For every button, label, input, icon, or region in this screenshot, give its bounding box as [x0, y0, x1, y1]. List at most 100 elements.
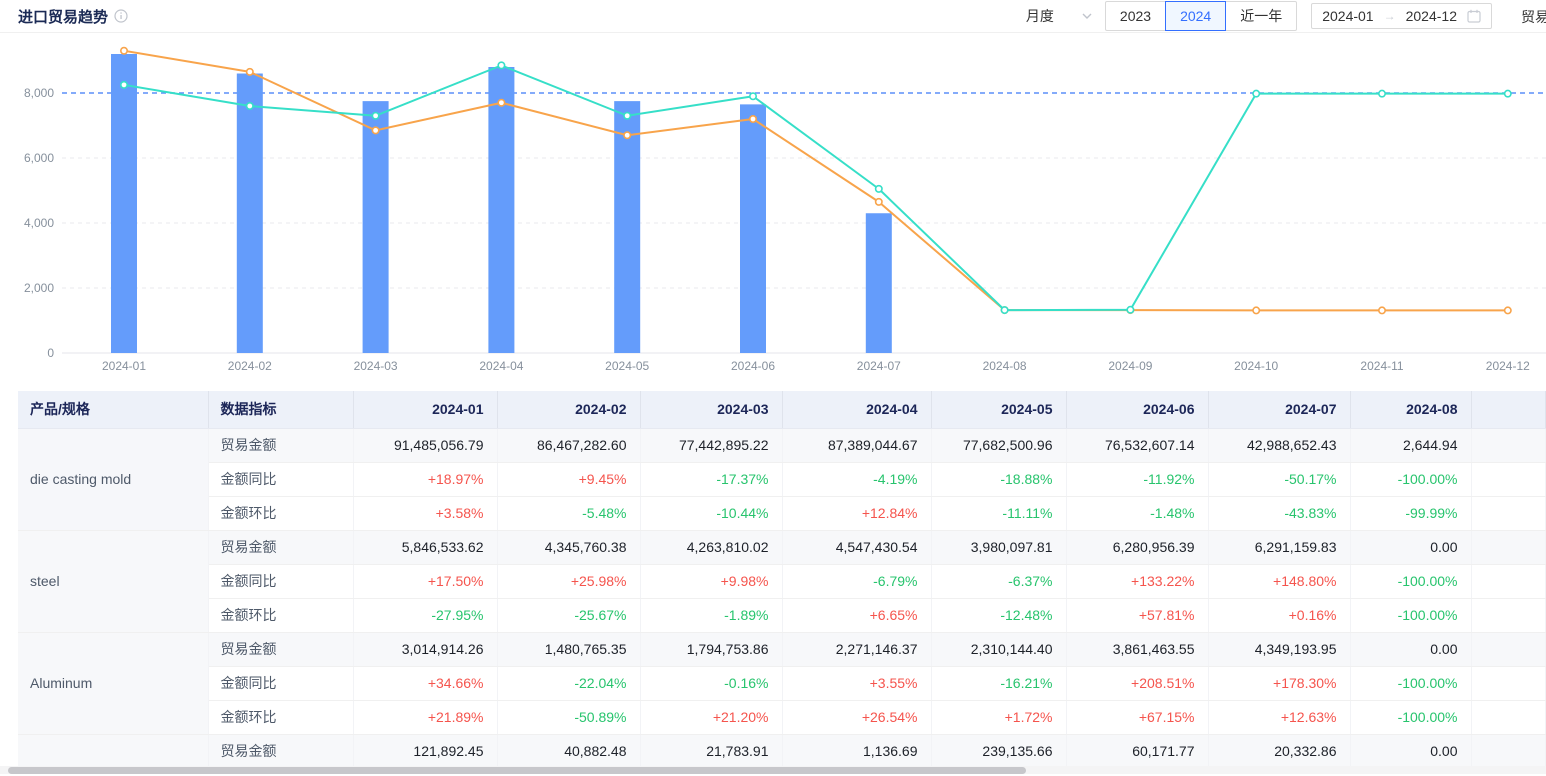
x-axis-label: 2024-12 [1486, 359, 1530, 373]
chart-point-cyan-line[interactable] [245, 102, 254, 111]
value-cell: 1,794,753.86 [640, 632, 783, 667]
chart-point-cyan-line[interactable] [1126, 305, 1135, 314]
calendar-icon [1467, 9, 1481, 23]
filler-cell [1471, 530, 1546, 565]
chart-bar[interactable] [740, 104, 766, 353]
value-cell: -12.48% [931, 598, 1067, 633]
value-cell: -43.83% [1208, 496, 1351, 531]
clipped-control-label[interactable]: 贸易 [1521, 9, 1546, 25]
value-cell: 2,310,144.40 [931, 632, 1067, 667]
value-cell: 60,171.77 [1066, 734, 1209, 769]
filler-cell [1471, 632, 1546, 667]
chart-point-orange-line[interactable] [1503, 306, 1512, 315]
indicator-cell: 贸易金额 [208, 734, 354, 769]
year-button-2023[interactable]: 2023 [1104, 1, 1167, 31]
value-cell: 239,135.66 [931, 734, 1067, 769]
x-axis-label: 2024-05 [605, 359, 649, 373]
chart-point-orange-line[interactable] [874, 197, 883, 206]
indicator-cell: 金额环比 [208, 496, 354, 531]
value-cell: 0.00 [1350, 530, 1472, 565]
indicator-cell: 贸易金额 [208, 428, 354, 463]
chart-point-orange-line[interactable] [497, 98, 506, 107]
chart-point-cyan-line[interactable] [748, 92, 757, 101]
x-axis-label: 2024-04 [479, 359, 523, 373]
chart-point-orange-line[interactable] [748, 115, 757, 124]
value-cell: -27.95% [353, 598, 498, 633]
chart-point-cyan-line[interactable] [1378, 89, 1387, 98]
info-icon[interactable] [114, 9, 128, 23]
value-cell: +12.84% [782, 496, 932, 531]
chart-point-orange-line[interactable] [1378, 306, 1387, 315]
chart-point-cyan-line[interactable] [874, 184, 883, 193]
chart-point-orange-line[interactable] [245, 67, 254, 76]
month-column-header: 2024-02 [497, 391, 641, 429]
year-button-2024[interactable]: 2024 [1165, 1, 1227, 31]
value-cell: 4,349,193.95 [1208, 632, 1351, 667]
column-header: 数据指标 [208, 391, 354, 429]
x-axis-label: 2024-01 [102, 359, 146, 373]
chart-bar[interactable] [614, 101, 641, 353]
value-cell: -100.00% [1350, 462, 1472, 497]
chart-point-orange-line[interactable] [623, 131, 632, 140]
value-cell: 4,345,760.38 [497, 530, 641, 565]
chart-point-cyan-line[interactable] [371, 111, 380, 120]
date-range-picker[interactable]: 2024-01 → 2024-12 [1311, 3, 1492, 29]
horizontal-scrollbar-track[interactable] [0, 766, 1546, 774]
value-cell: +34.66% [353, 666, 498, 701]
x-axis-label: 2024-06 [731, 359, 775, 373]
value-cell: -25.67% [497, 598, 641, 633]
chart-point-orange-line[interactable] [120, 46, 129, 55]
chart-point-orange-line[interactable] [1252, 306, 1261, 315]
indicator-cell: 金额环比 [208, 700, 354, 735]
column-header: 产品/规格 [18, 391, 209, 429]
chart-bar[interactable] [865, 213, 892, 353]
value-cell: +17.50% [353, 564, 498, 599]
y-axis-label: 2,000 [24, 281, 54, 295]
chart-point-cyan-line[interactable] [120, 80, 129, 89]
chart-bar[interactable] [111, 54, 137, 353]
year-button-近一年[interactable]: 近一年 [1225, 1, 1298, 31]
chart-cyan-line [123, 64, 1509, 312]
value-cell: -6.37% [931, 564, 1067, 599]
indicator-cell: 金额环比 [208, 598, 354, 633]
value-cell: -50.89% [497, 700, 641, 735]
chart-point-cyan-line[interactable] [1000, 306, 1009, 315]
value-cell: 1,480,765.35 [497, 632, 641, 667]
value-cell: +6.65% [782, 598, 932, 633]
chart-point-cyan-line[interactable] [1252, 89, 1261, 98]
month-column-header: 2024-06 [1066, 391, 1209, 429]
y-axis-label: 8,000 [24, 86, 54, 100]
x-axis-label: 2024-07 [857, 359, 901, 373]
chart-bar[interactable] [362, 101, 389, 353]
value-cell: 91,485,056.79 [353, 428, 498, 463]
chart-bar[interactable] [488, 67, 515, 353]
value-cell: 0.00 [1350, 632, 1472, 667]
arrow-right-icon: → [1383, 9, 1396, 23]
value-cell: 20,332.86 [1208, 734, 1351, 769]
date-end: 2024-12 [1405, 8, 1457, 24]
chart-point-cyan-line[interactable] [497, 61, 506, 70]
value-cell: +9.98% [640, 564, 783, 599]
value-cell: 6,280,956.39 [1066, 530, 1209, 565]
table-row: 金额环比 +3.58% -5.48% -10.44% +12.84% -11.11% -1.… [18, 496, 1546, 531]
value-cell: 1,136.69 [782, 734, 932, 769]
x-axis-label: 2024-03 [354, 359, 398, 373]
chart-bar[interactable] [236, 73, 263, 354]
x-axis-label: 2024-10 [1234, 359, 1278, 373]
chart-point-cyan-line[interactable] [623, 111, 632, 120]
value-cell: 3,861,463.55 [1066, 632, 1209, 667]
horizontal-scrollbar-thumb[interactable] [8, 766, 1026, 774]
filler-cell [1471, 462, 1546, 497]
period-select[interactable]: 月度 [1026, 6, 1092, 26]
y-axis-label: 0 [47, 346, 54, 360]
chart-point-cyan-line[interactable] [1503, 89, 1512, 98]
indicator-cell: 金额同比 [208, 666, 354, 701]
value-cell: +3.55% [782, 666, 932, 701]
value-cell: -22.04% [497, 666, 641, 701]
value-cell: 87,389,044.67 [782, 428, 932, 463]
chevron-down-icon [1082, 13, 1092, 19]
filler-cell [1471, 564, 1546, 599]
chart-point-orange-line[interactable] [371, 126, 380, 135]
value-cell: -11.11% [931, 496, 1067, 531]
